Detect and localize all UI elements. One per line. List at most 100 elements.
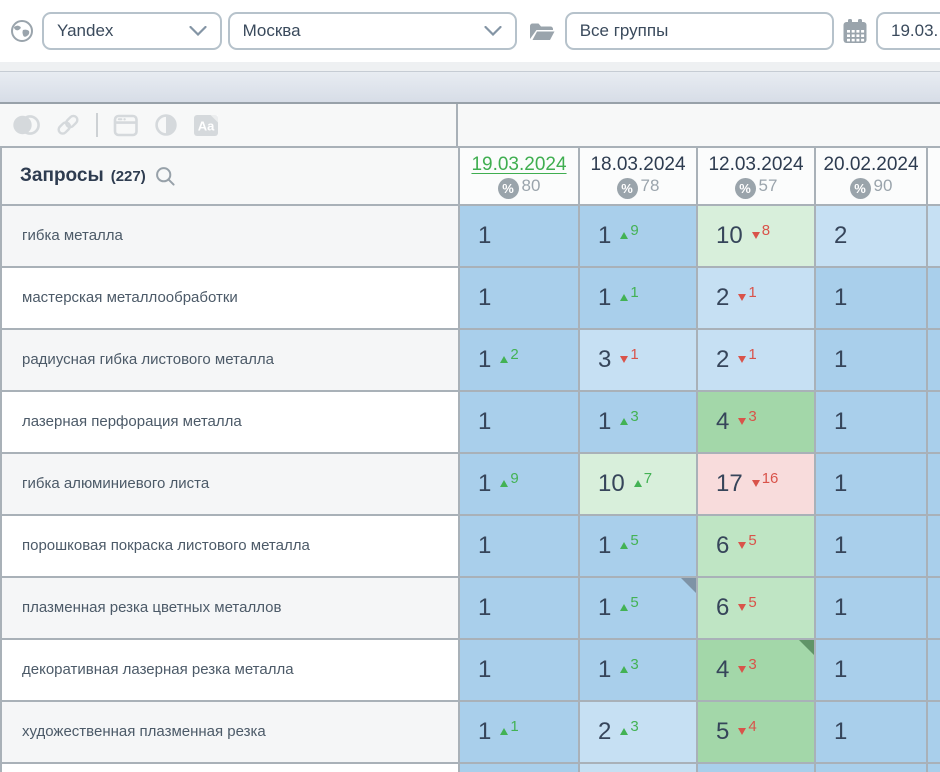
search-engine-select[interactable]: Yandex [42,12,222,50]
position-cell[interactable]: 1 [460,578,578,638]
change-amount: 16 [761,470,779,487]
keyword-cell[interactable]: лазерная перфорация металла [2,392,458,452]
position-cell[interactable]: 1 [460,516,578,576]
keyword-cell[interactable]: порошковая покраска листового металла [2,516,458,576]
font-case-button[interactable]: Aa [193,114,219,137]
calendar-button[interactable] [842,18,868,45]
browser-view-button[interactable] [113,114,139,137]
link-button[interactable] [55,112,81,138]
region-select[interactable]: Москва [227,12,517,50]
date-column-header[interactable]: 18.03.2024 % 78 [580,148,696,204]
keyword-cell[interactable]: художественная плазменная резка [2,702,458,762]
position-cell[interactable]: 1 [816,702,926,762]
position-change: 1 [620,347,639,363]
position-cell[interactable]: 17 16 [698,454,814,514]
position-cell[interactable]: 1 [816,578,926,638]
position-cell[interactable]: 1 [460,640,578,700]
keyword-cell[interactable]: мастерская металлообработки [2,268,458,328]
groups-filter-input[interactable]: Все группы [564,12,834,50]
date-label[interactable]: 20.02.2024 [823,153,919,175]
position-cell[interactable]: 1 [816,392,926,452]
date-column-header[interactable]: 20.02.2024 % 90 [816,148,926,204]
percent-icon: % [734,178,756,200]
position-value: 1 [598,284,612,311]
position-cell[interactable]: 1 [460,392,578,452]
table-toolbar: Aa [0,104,940,148]
position-change: 9 [620,223,639,239]
date-column-header[interactable]: 12.03.2024 % 57 [698,148,814,204]
position-cell[interactable]: 10 7 [580,454,696,514]
position-cell[interactable]: 1 [816,640,926,700]
arrow-down-icon [738,666,747,673]
keyword-label: лазерная перфорация металла [22,413,242,431]
folder-icon [529,23,555,40]
edge-position-cell [928,392,940,452]
date-column-header[interactable]: 19.03.2024 % 80 [460,148,578,204]
positions-grid: Запросы (227) 19.03.2024 % 80 18.03.2024… [0,148,940,772]
position-change: 5 [738,533,757,549]
region-value: Москва [242,21,301,40]
position-cell-partial [698,764,814,772]
toolbar-separator [96,113,98,137]
position-change: 1 [620,285,639,301]
position-cell[interactable]: 1 [460,268,578,328]
search-queries-button[interactable] [155,166,176,187]
keyword-cell[interactable]: радиусная гибка листового металла [2,330,458,390]
search-engine-value: Yandex [57,21,114,40]
keyword-cell[interactable]: плазменная резка цветных металлов [2,578,458,638]
position-value: 2 [716,346,730,373]
keyword-cell[interactable]: гибка алюминиевого листа [2,454,458,514]
keyword-label: декоративная лазерная резка металла [22,661,294,679]
date-label[interactable]: 18.03.2024 [590,153,686,175]
queries-header-cell: Запросы (227) [2,148,458,204]
keyword-label: гибка металла [22,227,123,245]
date-label[interactable]: 19.03.2024 [471,153,567,175]
percent-icon: % [497,178,519,200]
percent-icon: % [616,178,638,200]
keyword-cell[interactable]: гибка металла [2,206,458,266]
position-cell[interactable]: 1 [816,330,926,390]
position-value: 1 [598,594,612,621]
position-value: 1 [478,594,492,621]
chevron-down-icon [188,26,207,36]
contrast-button[interactable] [154,113,178,137]
percent-icon: % [849,178,871,200]
position-cell[interactable]: 2 [816,206,926,266]
position-cell[interactable]: 1 [816,454,926,514]
date-label[interactable]: 12.03.2024 [708,153,804,175]
position-cell[interactable]: 1 [460,206,578,266]
arrow-down-icon [738,418,747,425]
position-cell[interactable]: 1 [816,268,926,328]
arrow-up-icon [500,356,509,363]
position-value: 1 [834,470,848,497]
position-cell[interactable]: 1 [816,516,926,576]
keyword-cell[interactable]: декоративная лазерная резка металла [2,640,458,700]
date-range-input[interactable]: 19.03. [876,12,940,50]
position-cell[interactable]: 10 8 [698,206,814,266]
groups-folder-button[interactable] [527,20,557,42]
position-change: 2 [500,347,519,363]
snippets-toggle-button[interactable] [13,114,40,136]
change-amount: 3 [748,408,757,425]
position-value: 1 [478,532,492,559]
column-divider [456,104,458,146]
edge-position-cell [928,330,940,390]
